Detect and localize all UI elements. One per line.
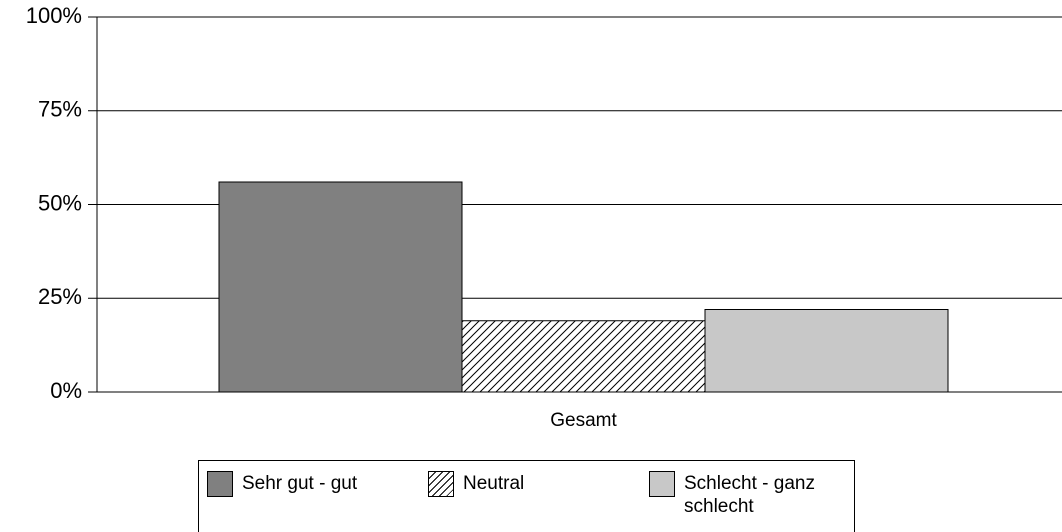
y-tick-label: 100%	[26, 3, 82, 28]
legend-swatch	[428, 471, 454, 497]
x-tick-label: Gesamt	[550, 410, 617, 431]
legend-label: Neutral	[463, 473, 525, 494]
legend-swatch	[649, 471, 675, 497]
bar	[704, 309, 949, 393]
legend: Sehr gut - gut Neutral Schlecht - ganz sch…	[198, 460, 855, 532]
legend-label: Sehr gut - gut	[242, 473, 358, 494]
y-tick-label: 75%	[38, 97, 82, 122]
bar	[461, 320, 706, 393]
y-tick-label: 0%	[50, 378, 82, 403]
legend-swatch	[207, 471, 233, 497]
y-tick-label: 50%	[38, 190, 82, 215]
legend-label: Schlecht - ganz schlecht	[684, 473, 815, 517]
y-tick-label: 25%	[38, 284, 82, 309]
bar	[218, 181, 463, 393]
